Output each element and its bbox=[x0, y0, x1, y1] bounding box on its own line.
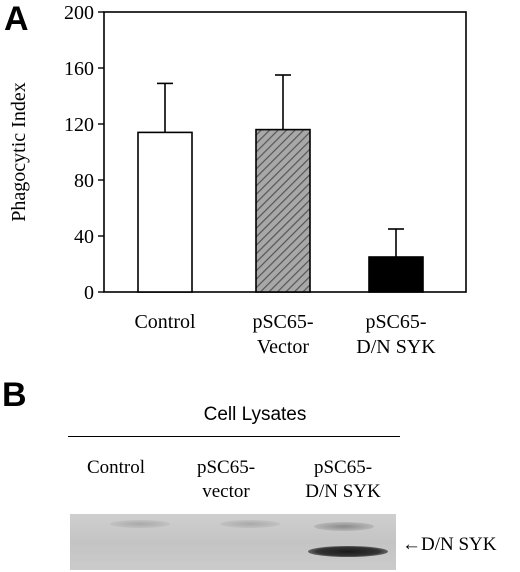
lane-label-line: vector bbox=[202, 481, 250, 502]
blot-band-dn-syk bbox=[308, 546, 388, 557]
lane-label-line: Control bbox=[86, 457, 146, 478]
panel-b-label: B bbox=[2, 376, 27, 414]
western-blot-image bbox=[70, 514, 396, 570]
blot-title: Cell Lysates bbox=[203, 404, 307, 425]
y-tick-label: 120 bbox=[64, 114, 94, 136]
bar-0 bbox=[137, 131, 193, 293]
bar-chart: 0 40 80 120 160 200 Phagocytic Index Control pSC… bbox=[8, 2, 467, 358]
blot-band-faint bbox=[314, 522, 374, 531]
x-category-label: pSC65- bbox=[365, 311, 426, 333]
x-category-label: pSC65- bbox=[252, 311, 313, 333]
y-axis-label: Phagocytic Index bbox=[8, 82, 30, 221]
band-label: ←D/N SYK bbox=[402, 534, 497, 555]
y-tick-label: 200 bbox=[64, 2, 94, 24]
bar-1 bbox=[255, 128, 311, 293]
lane-label-vector: pSC65- vector bbox=[176, 456, 276, 504]
blot-band-faint bbox=[220, 520, 280, 528]
blot-title-rule bbox=[68, 436, 400, 437]
lane-label-dn-syk: pSC65- D/N SYK bbox=[283, 456, 403, 504]
bar-2 bbox=[368, 256, 424, 293]
x-category-label: Control bbox=[134, 311, 196, 333]
lane-label-control: Control bbox=[66, 456, 166, 480]
x-category-label: D/N SYK bbox=[356, 336, 436, 358]
x-category-label: Vector bbox=[257, 336, 310, 358]
lane-label-line: D/N SYK bbox=[305, 481, 381, 502]
y-tick-label: 160 bbox=[64, 58, 94, 80]
lane-label-line: pSC65- bbox=[196, 457, 256, 478]
blot-band-faint bbox=[110, 520, 170, 528]
y-tick-label: 80 bbox=[74, 170, 94, 192]
panel-a-label: A bbox=[4, 0, 29, 38]
y-tick-label: 40 bbox=[74, 226, 94, 248]
y-tick-label: 0 bbox=[84, 282, 94, 304]
lane-label-line: pSC65- bbox=[313, 457, 373, 478]
